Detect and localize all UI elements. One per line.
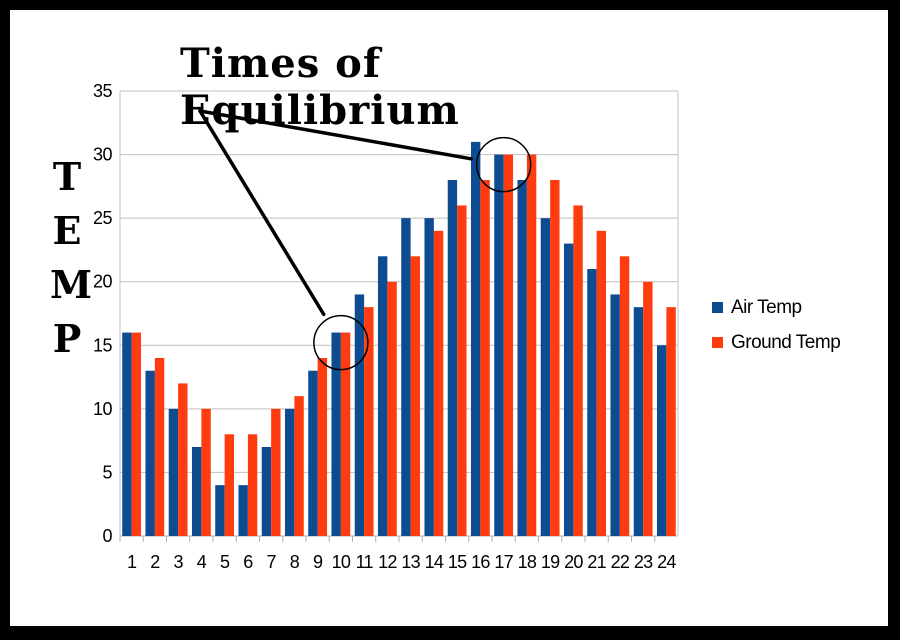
x-tick-label: 8 — [290, 552, 300, 572]
bar-air-temp — [656, 345, 667, 536]
bar-ground-temp — [364, 307, 374, 536]
y-tick-label: 30 — [93, 145, 113, 165]
bar-air-temp — [284, 408, 295, 536]
y-tick-label: 0 — [102, 526, 112, 546]
x-tick-label: 2 — [150, 552, 160, 572]
bar-ground-temp — [503, 154, 514, 537]
x-tick-label: 24 — [657, 552, 676, 572]
y-axis-label-letter: E — [52, 208, 82, 253]
bar-air-temp — [633, 307, 644, 536]
legend-label-ground: Ground Temp — [731, 331, 841, 353]
y-tick-label: 10 — [93, 399, 113, 419]
bar-air-temp — [354, 294, 365, 536]
y-tick-label: 15 — [93, 335, 113, 355]
annotation-pointer — [198, 109, 326, 317]
bar-air-temp — [587, 269, 597, 536]
bar-air-temp — [424, 218, 434, 536]
x-tick-label: 13 — [401, 552, 420, 572]
bar-air-temp — [470, 141, 481, 536]
bar-ground-temp — [573, 205, 583, 536]
bar-ground-temp — [387, 281, 397, 536]
bar-ground-temp — [526, 154, 537, 537]
bar-ground-temp — [433, 230, 444, 536]
bar-ground-temp — [131, 332, 142, 536]
annotation-circle — [475, 136, 532, 193]
bar-ground-temp — [619, 256, 630, 536]
bar-air-temp — [377, 256, 388, 536]
x-tick-label: 16 — [471, 552, 490, 572]
bar-ground-temp — [317, 358, 328, 536]
x-tick-label: 19 — [541, 552, 560, 572]
x-tick-label: 17 — [494, 552, 513, 572]
y-tick-label: 25 — [93, 208, 113, 228]
bar-ground-temp — [154, 358, 165, 536]
x-tick-label: 5 — [220, 552, 230, 572]
bar-air-temp — [261, 447, 272, 536]
x-tick-label: 6 — [243, 552, 253, 572]
y-tick-label: 5 — [102, 462, 112, 482]
x-tick-label: 10 — [332, 552, 351, 572]
y-axis-label-letter: P — [52, 316, 82, 361]
bar-ground-temp — [643, 281, 653, 536]
bar-ground-temp — [178, 383, 188, 536]
x-tick-label: 15 — [448, 552, 467, 572]
x-tick-label: 14 — [425, 552, 444, 572]
bar-air-temp — [191, 447, 202, 536]
chart-title: Times of Equilibrium — [180, 40, 460, 134]
bar-air-temp — [122, 332, 132, 536]
x-tick-label: 3 — [174, 552, 184, 572]
bar-air-temp — [308, 370, 318, 536]
x-tick-label: 18 — [518, 552, 537, 572]
bar-air-temp — [238, 485, 248, 536]
legend-swatch-ground — [712, 337, 723, 348]
bar-ground-temp — [410, 256, 421, 536]
bar-air-temp — [331, 332, 341, 536]
bar-ground-temp — [340, 332, 351, 536]
bar-ground-temp — [480, 180, 490, 536]
bar-ground-temp — [666, 307, 676, 536]
bar-air-temp — [447, 180, 458, 536]
bar-air-temp — [610, 294, 620, 536]
x-tick-label: 7 — [267, 552, 277, 572]
bar-air-temp — [517, 180, 527, 536]
x-tick-label: 4 — [197, 552, 207, 572]
y-tick-label: 20 — [93, 272, 113, 292]
bar-air-temp — [540, 218, 551, 536]
bar-ground-temp — [201, 408, 211, 536]
x-tick-label: 1 — [127, 552, 137, 572]
x-tick-label: 21 — [587, 552, 606, 572]
x-tick-label: 9 — [313, 552, 323, 572]
x-tick-label: 23 — [634, 552, 653, 572]
x-tick-label: 11 — [356, 552, 374, 572]
bar-air-temp — [168, 408, 179, 536]
bar-ground-temp — [457, 205, 467, 536]
bar-ground-temp — [224, 434, 235, 536]
y-tick-label: 35 — [93, 81, 113, 101]
x-tick-label: 22 — [611, 552, 630, 572]
legend: Air Temp Ground Temp — [712, 290, 841, 360]
x-tick-label: 20 — [564, 552, 583, 572]
legend-item-air: Air Temp — [712, 290, 840, 325]
y-axis-label-letter: T — [52, 154, 82, 199]
bar-ground-temp — [596, 230, 607, 536]
bar-ground-temp — [294, 396, 304, 536]
bar-air-temp — [145, 370, 155, 536]
legend-swatch-air — [712, 302, 723, 313]
bar-air-temp — [563, 243, 574, 537]
bar-ground-temp — [247, 434, 258, 536]
x-tick-label: 12 — [378, 552, 397, 572]
bar-air-temp — [494, 154, 504, 537]
legend-label-air: Air Temp — [731, 296, 802, 318]
bar-ground-temp — [550, 180, 560, 536]
annotation-circle — [313, 314, 369, 371]
bar-air-temp — [215, 485, 225, 536]
bar-air-temp — [401, 218, 411, 536]
bar-ground-temp — [271, 408, 281, 536]
annotation-pointer — [198, 109, 473, 161]
legend-item-ground: Ground Temp — [712, 325, 841, 360]
